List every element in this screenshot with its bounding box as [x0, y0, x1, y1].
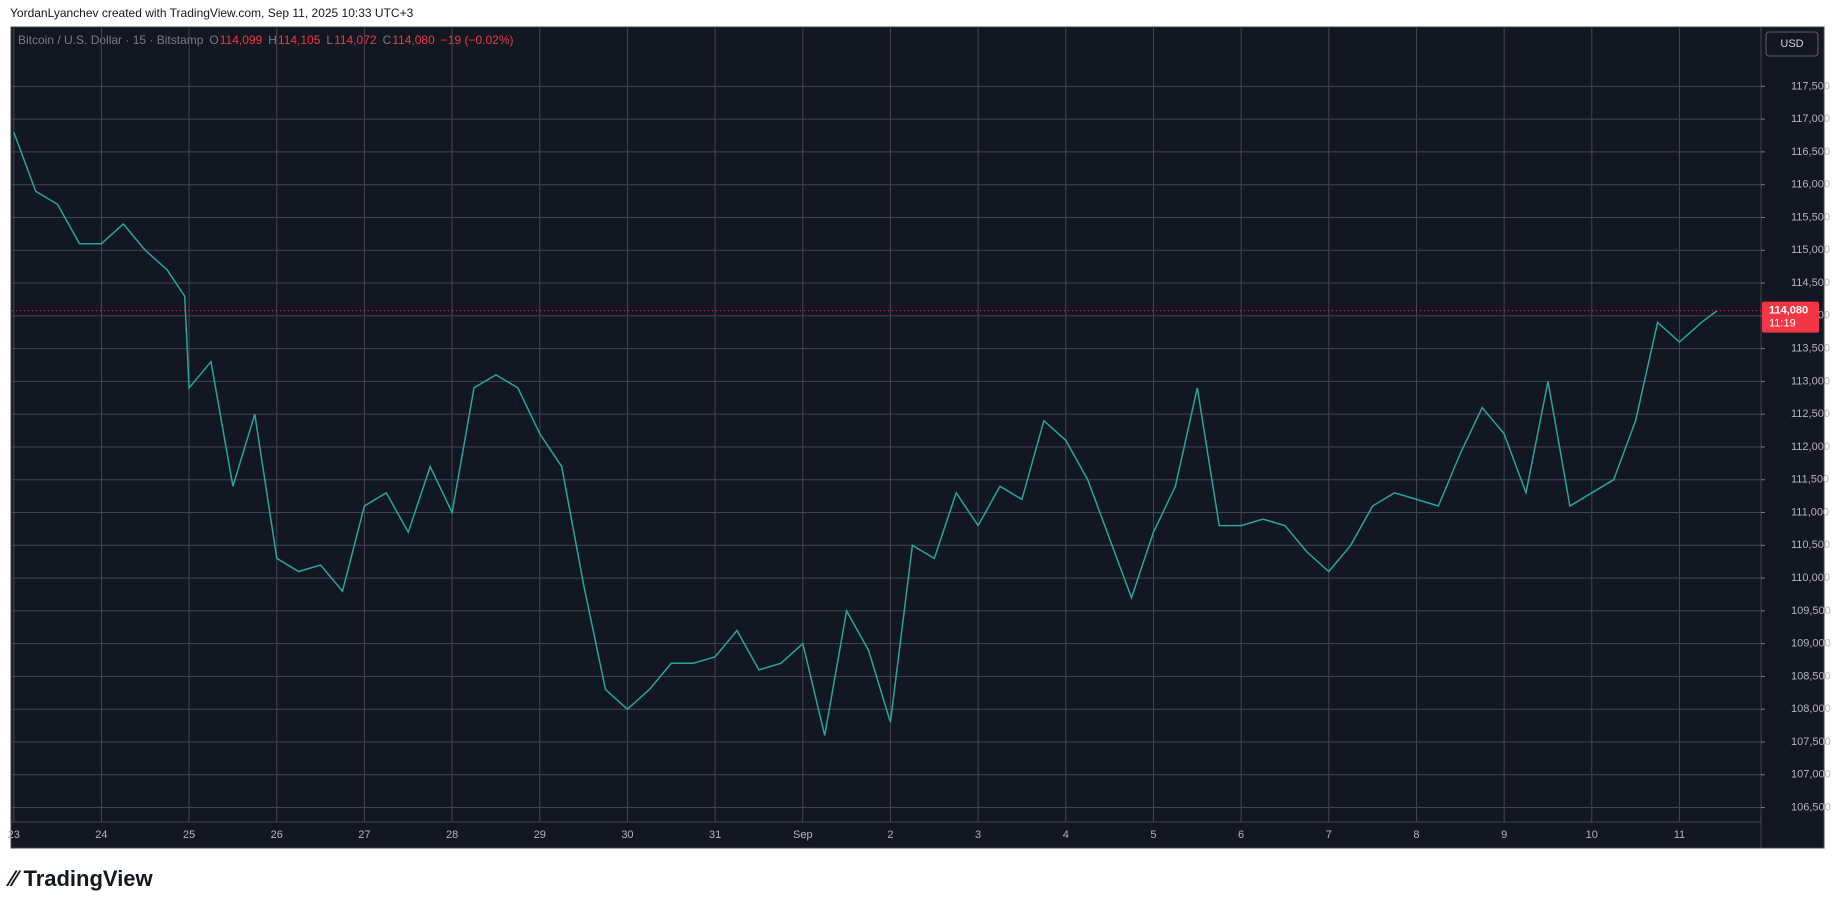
- x-tick-label: Sep: [793, 829, 813, 841]
- x-tick-label: 31: [709, 829, 721, 841]
- y-tick-label: 115,500: [1791, 211, 1830, 223]
- legend-ohlc-label: L: [326, 33, 333, 47]
- x-tick-label: 23: [8, 829, 20, 841]
- legend-ohlc-label: O: [209, 33, 218, 47]
- y-tick-label: 113,500: [1791, 343, 1830, 355]
- legend-ohlc-label: H: [268, 33, 277, 47]
- x-tick-label: 10: [1586, 829, 1598, 841]
- price-line: [13, 131, 1718, 736]
- y-tick-label: 108,000: [1791, 703, 1831, 715]
- y-tick-label: 112,500: [1791, 408, 1830, 420]
- x-tick-label: 9: [1501, 829, 1507, 841]
- x-tick-label: 28: [446, 829, 458, 841]
- x-tick-label: 11: [1674, 829, 1685, 841]
- x-tick-label: 6: [1238, 829, 1244, 841]
- legend: Bitcoin / U.S. Dollar · 15 · Bitstamp O 11…: [18, 33, 513, 47]
- y-tick-label: 117,500: [1791, 80, 1830, 92]
- x-tick-label: 29: [534, 829, 546, 841]
- x-tick-label: 4: [1063, 829, 1069, 841]
- currency-label[interactable]: USD: [1780, 38, 1803, 50]
- y-tick-label: 114,500: [1791, 277, 1830, 289]
- price-tag-countdown: 11:19: [1769, 317, 1796, 329]
- currency-button[interactable]: [1765, 31, 1819, 57]
- y-tick-label: 109,500: [1791, 605, 1831, 617]
- legend-ohlc-value: 114,072: [334, 33, 377, 47]
- legend-ohlc-label: C: [383, 33, 392, 47]
- legend-ohlc-value: 114,105: [278, 33, 321, 47]
- legend-change: −19 (−0.02%): [441, 33, 514, 47]
- plot: 106,500 107,000 107,500 108,000 108,500 109,0…: [8, 28, 1831, 841]
- legend-ohlc-value: 114,099: [220, 33, 263, 47]
- y-tick-label: 110,500: [1791, 539, 1830, 551]
- x-tick-label: 8: [1413, 829, 1419, 841]
- brand-logo[interactable]: ⁄⁄ TradingView: [5, 866, 154, 891]
- y-tick-label: 107,000: [1791, 769, 1831, 781]
- y-tick-label: 116,000: [1791, 179, 1830, 191]
- y-tick-label: 117,000: [1791, 113, 1830, 125]
- price-tag-box: [1762, 301, 1819, 333]
- y-tick-label: 112,000: [1791, 441, 1830, 453]
- x-tick-label: 25: [183, 829, 195, 841]
- y-tick-label: 107,500: [1791, 736, 1831, 748]
- brand-name[interactable]: TradingView: [23, 866, 153, 891]
- x-tick-label: 5: [1150, 829, 1156, 841]
- x-tick-label: 26: [271, 829, 283, 841]
- y-tick-label: 111,500: [1791, 474, 1829, 486]
- y-tick-label: 109,000: [1791, 638, 1831, 650]
- x-tick-label: 27: [358, 829, 370, 841]
- chart-panel: [10, 26, 1825, 849]
- x-tick-label: 7: [1326, 829, 1332, 841]
- y-tick-label: 110,000: [1791, 572, 1830, 584]
- y-tick-label: 106,500: [1791, 801, 1831, 813]
- y-tick-label: 113,000: [1791, 375, 1830, 387]
- x-tick-label: 30: [621, 829, 633, 841]
- y-tick-label: 115,000: [1791, 244, 1830, 256]
- x-tick-label: 24: [95, 829, 107, 841]
- x-tick-label: 3: [975, 829, 981, 841]
- legend-symbol: Bitcoin / U.S. Dollar · 15 · Bitstamp: [18, 33, 204, 47]
- header-text: YordanLyanchev created with TradingView.…: [10, 6, 414, 20]
- y-tick-label: 116,500: [1791, 146, 1830, 158]
- x-tick-label: 2: [887, 829, 893, 841]
- legend-ohlc-value: 114,080: [392, 33, 435, 47]
- price-tag-label: 114,080: [1769, 304, 1808, 316]
- y-tick-label: 111,000: [1791, 506, 1829, 518]
- y-tick-label: 108,500: [1791, 670, 1831, 682]
